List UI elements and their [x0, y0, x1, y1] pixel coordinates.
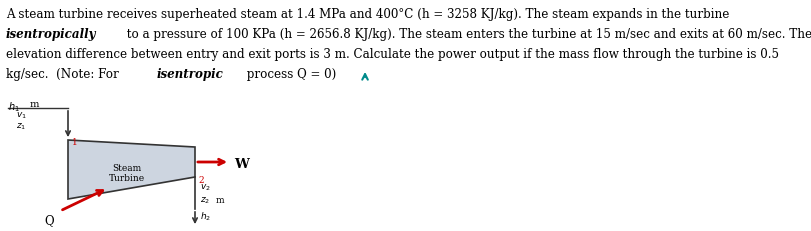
Text: $v_1$: $v_1$: [16, 110, 27, 121]
Text: process Q = 0): process Q = 0): [242, 68, 336, 81]
Text: W: W: [234, 157, 248, 170]
Text: 2: 2: [198, 175, 204, 184]
Text: m: m: [30, 100, 39, 109]
Polygon shape: [68, 140, 195, 199]
Text: to a pressure of 100 KPa (h = 2656.8 KJ/kg). The steam enters the turbine at 15 : to a pressure of 100 KPa (h = 2656.8 KJ/…: [122, 28, 811, 41]
Text: Q: Q: [44, 213, 54, 226]
Text: Steam: Steam: [112, 163, 141, 172]
Text: $z_2$: $z_2$: [200, 195, 210, 206]
Text: Turbine: Turbine: [109, 173, 144, 182]
Text: $z_1$: $z_1$: [16, 122, 26, 132]
Text: 1: 1: [72, 137, 78, 146]
Text: $h_2$: $h_2$: [200, 210, 211, 222]
Text: kg/sec.  (Note: For: kg/sec. (Note: For: [6, 68, 122, 81]
Text: $v_2$: $v_2$: [200, 182, 211, 193]
Text: A steam turbine receives superheated steam at 1.4 MPa and 400°C (h = 3258 KJ/kg): A steam turbine receives superheated ste…: [6, 8, 728, 21]
Text: $h_1$: $h_1$: [8, 100, 19, 113]
Text: isentropically: isentropically: [6, 28, 97, 41]
Text: isentropic: isentropic: [157, 68, 223, 81]
Text: m: m: [216, 195, 225, 204]
Text: elevation difference between entry and exit ports is 3 m. Calculate the power ou: elevation difference between entry and e…: [6, 48, 778, 61]
